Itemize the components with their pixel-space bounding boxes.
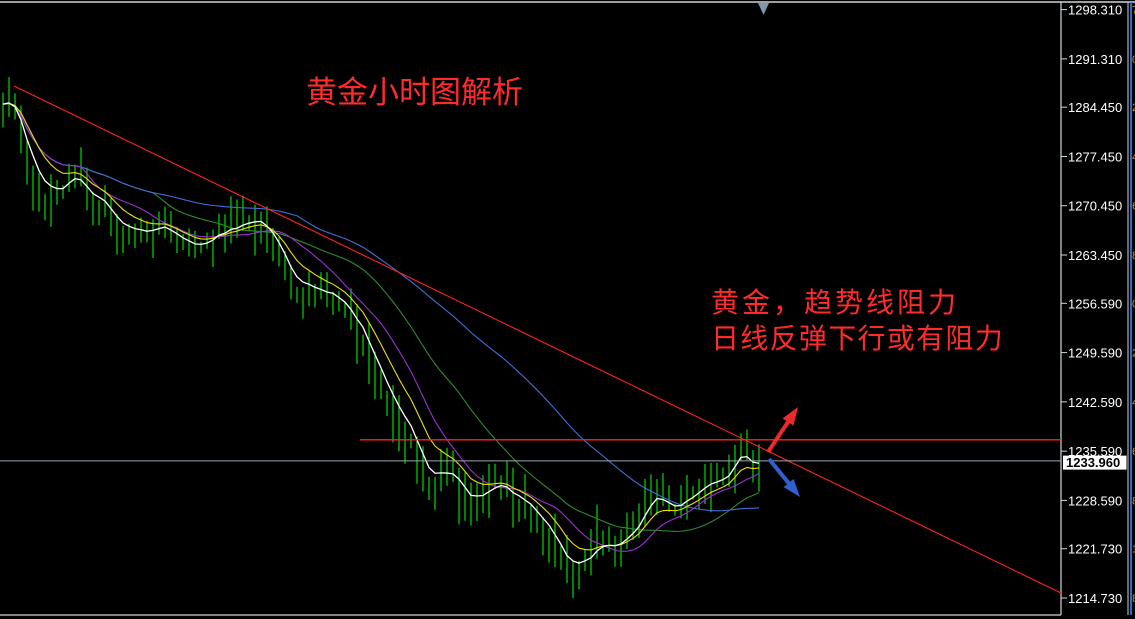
svg-text:日线反弹下行或有阻力: 日线反弹下行或有阻力 — [711, 323, 1004, 354]
svg-text:1277.450: 1277.450 — [1068, 149, 1122, 164]
svg-text:1291.310: 1291.310 — [1068, 52, 1122, 67]
svg-text:黄金，趋势线阻力: 黄金，趋势线阻力 — [711, 287, 959, 318]
svg-text:黄金小时图解析: 黄金小时图解析 — [306, 75, 523, 110]
svg-text:1228.590: 1228.590 — [1068, 493, 1122, 508]
svg-text:1256.590: 1256.590 — [1068, 296, 1122, 311]
svg-text:1284.450: 1284.450 — [1068, 100, 1122, 115]
svg-text:1298.310: 1298.310 — [1068, 3, 1122, 18]
svg-text:1214.730: 1214.730 — [1068, 591, 1122, 606]
svg-text:1263.450: 1263.450 — [1068, 248, 1122, 263]
svg-text:1233.960: 1233.960 — [1066, 455, 1120, 470]
svg-text:1242.590: 1242.590 — [1068, 395, 1122, 410]
svg-text:1221.730: 1221.730 — [1068, 542, 1122, 557]
svg-text:1270.450: 1270.450 — [1068, 199, 1122, 214]
svg-text:1249.590: 1249.590 — [1068, 346, 1122, 361]
